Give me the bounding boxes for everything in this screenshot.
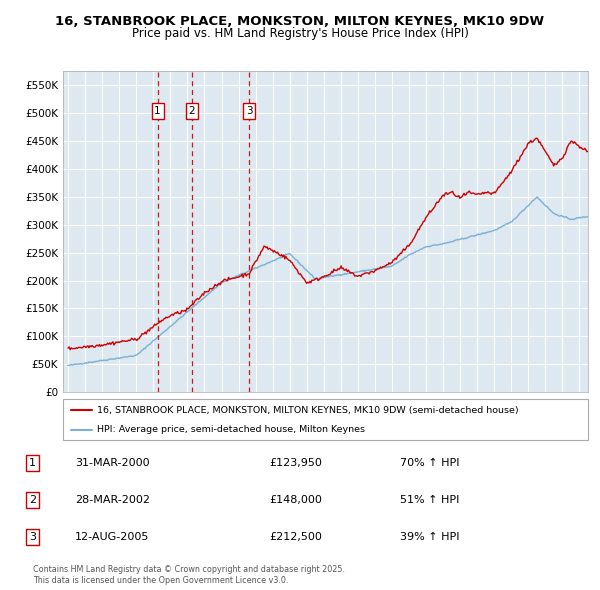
Text: 31-MAR-2000: 31-MAR-2000	[75, 458, 149, 468]
Text: £212,500: £212,500	[269, 532, 322, 542]
Text: £123,950: £123,950	[269, 458, 322, 468]
Text: This data is licensed under the Open Government Licence v3.0.: This data is licensed under the Open Gov…	[33, 576, 289, 585]
Text: 51% ↑ HPI: 51% ↑ HPI	[400, 495, 459, 505]
Text: 16, STANBROOK PLACE, MONKSTON, MILTON KEYNES, MK10 9DW (semi-detached house): 16, STANBROOK PLACE, MONKSTON, MILTON KE…	[97, 406, 519, 415]
Text: 1: 1	[154, 106, 161, 116]
Text: £148,000: £148,000	[269, 495, 322, 505]
Text: 3: 3	[29, 532, 36, 542]
Text: HPI: Average price, semi-detached house, Milton Keynes: HPI: Average price, semi-detached house,…	[97, 425, 365, 434]
Text: 1: 1	[29, 458, 36, 468]
Text: 3: 3	[246, 106, 253, 116]
FancyBboxPatch shape	[63, 399, 588, 440]
Text: Price paid vs. HM Land Registry's House Price Index (HPI): Price paid vs. HM Land Registry's House …	[131, 27, 469, 40]
Text: 2: 2	[29, 495, 36, 505]
Text: Contains HM Land Registry data © Crown copyright and database right 2025.: Contains HM Land Registry data © Crown c…	[33, 565, 345, 573]
Text: 12-AUG-2005: 12-AUG-2005	[75, 532, 149, 542]
Text: 2: 2	[188, 106, 195, 116]
Text: 70% ↑ HPI: 70% ↑ HPI	[400, 458, 460, 468]
Text: 16, STANBROOK PLACE, MONKSTON, MILTON KEYNES, MK10 9DW: 16, STANBROOK PLACE, MONKSTON, MILTON KE…	[55, 15, 545, 28]
Text: 39% ↑ HPI: 39% ↑ HPI	[400, 532, 460, 542]
Text: 28-MAR-2002: 28-MAR-2002	[75, 495, 150, 505]
